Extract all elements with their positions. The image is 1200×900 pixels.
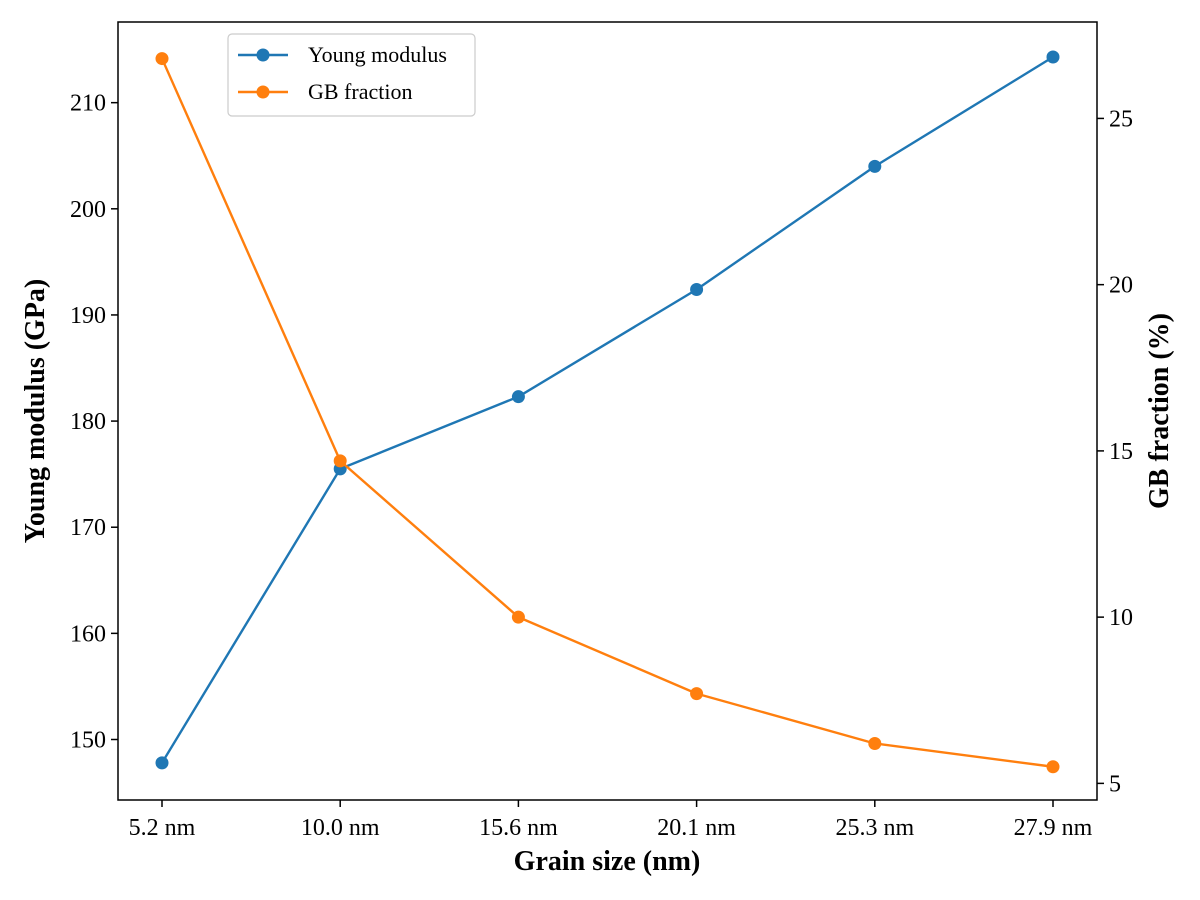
x-tick-label: 20.1 nm — [657, 815, 736, 841]
legend: Young modulus GB fraction — [227, 33, 476, 117]
data-point-young-modulus — [868, 159, 882, 173]
data-point-gb-fraction — [155, 52, 169, 66]
y-tick-label: 180 — [70, 409, 106, 435]
series-layer — [155, 50, 1060, 774]
legend-marker-young-modulus — [256, 48, 270, 62]
y-axis-left: 150 160 170 180 190 200 210 — [70, 91, 118, 754]
data-point-gb-fraction — [690, 687, 704, 701]
legend-box — [227, 33, 476, 117]
y-tick-label: 200 — [70, 197, 106, 223]
data-point-gb-fraction — [511, 610, 525, 624]
series-line-gb-fraction — [160, 58, 1054, 768]
y-tick-label: 170 — [70, 515, 106, 541]
y-tick-label: 150 — [70, 728, 106, 754]
legend-label-young-modulus: Young modulus — [308, 42, 447, 67]
y-axis-title: Young modulus (GPa) — [20, 279, 51, 544]
y-axis-right: 5 10 15 20 25 — [1097, 106, 1133, 797]
x-tick-label: 10.0 nm — [301, 815, 380, 841]
x-tick-label: 5.2 nm — [129, 815, 196, 841]
y2-axis-title: GB fraction (%) — [1144, 313, 1175, 509]
y2-tick-label: 25 — [1109, 106, 1133, 132]
x-axis: 5.2 nm 10.0 nm 15.6 nm 20.1 nm 25.3 nm 27.9 n… — [129, 800, 1093, 841]
x-tick-label: 27.9 nm — [1014, 815, 1093, 841]
y2-tick-label: 20 — [1109, 273, 1133, 299]
series-line-young-modulus — [160, 56, 1054, 764]
y-tick-label: 210 — [70, 91, 106, 117]
data-point-gb-fraction — [333, 454, 347, 468]
x-tick-label: 25.3 nm — [835, 815, 914, 841]
data-point-young-modulus — [155, 756, 169, 770]
y2-tick-label: 5 — [1109, 771, 1121, 797]
x-tick-label: 15.6 nm — [479, 815, 558, 841]
data-point-young-modulus — [1046, 50, 1060, 64]
y2-tick-label: 10 — [1109, 605, 1133, 631]
y-tick-label: 160 — [70, 621, 106, 647]
x-axis-title: Grain size (nm) — [514, 846, 701, 877]
legend-label-gb-fraction: GB fraction — [308, 79, 412, 104]
legend-marker-gb-fraction — [256, 85, 270, 99]
data-point-young-modulus — [690, 282, 704, 296]
y2-tick-label: 15 — [1109, 439, 1133, 465]
y-tick-label: 190 — [70, 303, 106, 329]
data-point-young-modulus — [511, 390, 525, 404]
plot-frame — [117, 21, 1098, 801]
data-point-gb-fraction — [1046, 760, 1060, 774]
data-point-gb-fraction — [868, 736, 882, 750]
